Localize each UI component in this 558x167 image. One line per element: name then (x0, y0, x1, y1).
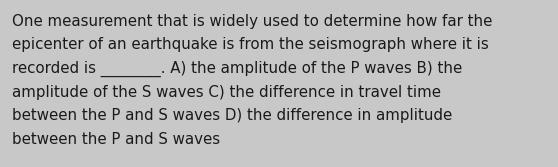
Text: between the P and S waves: between the P and S waves (12, 131, 220, 146)
Text: amplitude of the S waves C) the difference in travel time: amplitude of the S waves C) the differen… (12, 85, 441, 100)
Text: epicenter of an earthquake is from the seismograph where it is: epicenter of an earthquake is from the s… (12, 38, 489, 52)
Text: One measurement that is widely used to determine how far the: One measurement that is widely used to d… (12, 14, 492, 29)
Text: recorded is ________. A) the amplitude of the P waves B) the: recorded is ________. A) the amplitude o… (12, 61, 462, 77)
Text: between the P and S waves D) the difference in amplitude: between the P and S waves D) the differe… (12, 108, 452, 123)
